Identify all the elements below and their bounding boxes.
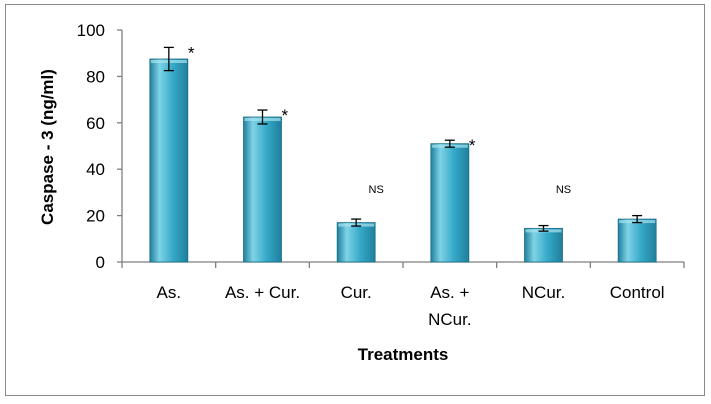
- x-category-label-line: As. +: [430, 283, 469, 302]
- x-category-label: As. + Cur.: [225, 283, 300, 302]
- y-tick-label: 60: [86, 114, 105, 133]
- x-category-label: As.: [157, 283, 182, 302]
- y-tick-label: 80: [86, 67, 105, 86]
- x-category-label: Cur.: [341, 283, 372, 302]
- x-category-label-line: NCur.: [428, 310, 471, 329]
- x-category-label: Control: [610, 283, 665, 302]
- significance-marker: *: [469, 136, 476, 155]
- significance-marker: *: [188, 43, 195, 62]
- x-category-label-line: As.: [157, 283, 182, 302]
- significance-marker: NS: [556, 184, 571, 196]
- bar: [243, 116, 282, 263]
- significance-marker: NS: [369, 184, 384, 196]
- x-category-label: As. + NCur.: [428, 283, 471, 329]
- bar: [149, 58, 189, 263]
- x-category-label-line: NCur.: [522, 283, 565, 302]
- x-category-label-line: Control: [610, 283, 665, 302]
- bar: [617, 218, 657, 263]
- significance-marker: *: [282, 106, 289, 125]
- x-category-label-line: As. + Cur.: [225, 283, 300, 302]
- y-tick-label: 0: [96, 253, 105, 272]
- x-axis-title: Treatments: [358, 345, 449, 364]
- y-tick-label: 40: [86, 160, 105, 179]
- bar: [336, 222, 376, 263]
- y-tick-label: 20: [86, 207, 105, 226]
- x-category-label-line: Cur.: [341, 283, 372, 302]
- x-category-label: NCur.: [522, 283, 565, 302]
- y-tick-label: 100: [77, 21, 105, 40]
- bar: [524, 227, 563, 263]
- y-axis-title: Caspase - 3 (ng/ml): [38, 69, 57, 225]
- bar: [430, 143, 470, 263]
